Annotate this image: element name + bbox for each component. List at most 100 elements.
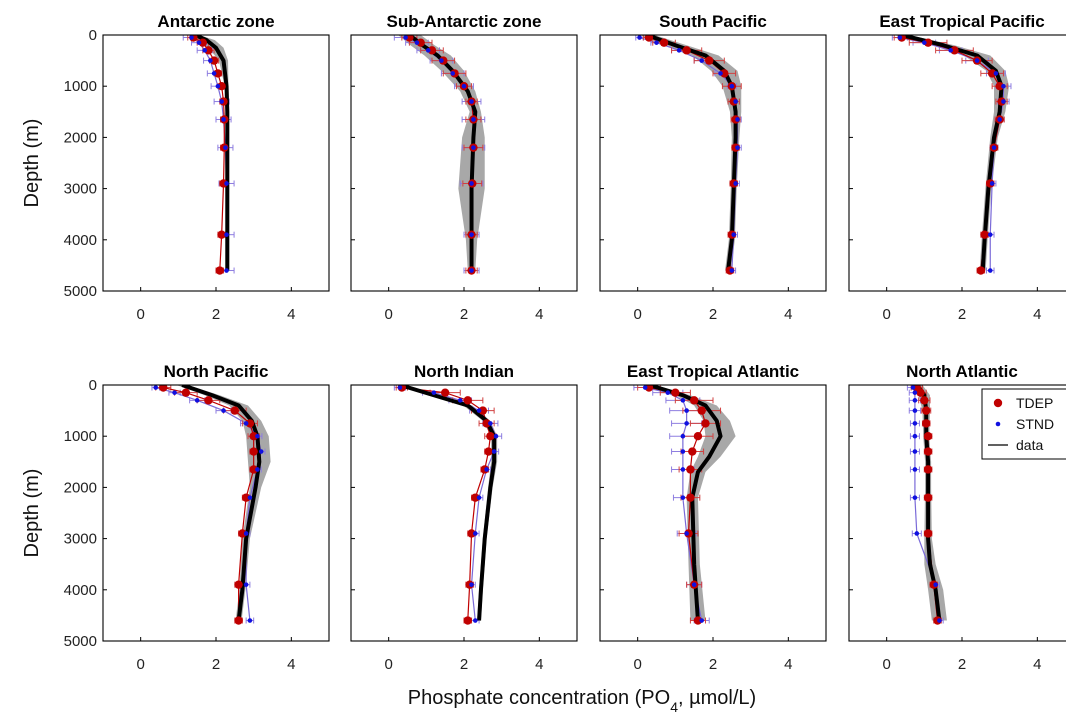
stnd-point: [897, 35, 903, 40]
tdep-point: [923, 447, 933, 456]
tdep-point: [980, 230, 989, 239]
tdep-point: [693, 616, 703, 625]
y-tick-label: 0: [89, 377, 97, 394]
tdep-point: [217, 82, 226, 91]
stnd-point: [224, 268, 229, 273]
plot-contents: [182, 35, 235, 275]
panel-title: South Pacific: [659, 12, 767, 31]
tdep-point: [923, 432, 933, 441]
tdep-point: [482, 419, 491, 428]
stnd-point: [680, 398, 686, 403]
tdep-point: [234, 616, 243, 625]
tdep-point: [230, 406, 240, 415]
stnd-point: [215, 83, 221, 89]
stnd-point: [211, 71, 217, 76]
stnd-point: [987, 268, 993, 273]
tdep-point: [478, 406, 488, 415]
stnd-point: [922, 40, 927, 45]
stnd-point: [914, 531, 920, 536]
tdep-point: [486, 432, 495, 441]
x-tick-label: 2: [460, 656, 468, 673]
stnd-point: [684, 421, 689, 426]
stnd-point: [729, 268, 735, 273]
tdep-point: [701, 419, 710, 428]
y-axis-label-bottom-row: Depth (m): [21, 469, 43, 558]
tdep-point: [463, 396, 472, 405]
x-axis-label-subscript: 4: [670, 699, 678, 715]
x-tick-label: 2: [958, 306, 966, 323]
chart-panel-2: Sub-Antarctic zone 0 2 4: [350, 12, 578, 323]
stnd-point: [208, 58, 213, 63]
stnd-point: [680, 433, 686, 439]
x-tick-label: 2: [709, 656, 717, 673]
tdep-point: [234, 580, 243, 589]
x-tick-label: 0: [136, 656, 144, 673]
stnd-point: [469, 232, 474, 237]
tdep-point: [923, 529, 933, 538]
tdep-point: [217, 230, 226, 239]
legend-label: data: [1016, 437, 1043, 453]
tdep-point: [688, 447, 697, 456]
stnd-point: [642, 385, 648, 390]
stnd-point: [731, 232, 737, 237]
stnd-point: [987, 232, 993, 237]
stnd-point: [403, 35, 408, 40]
stnd-point: [676, 48, 682, 53]
tdep-point: [922, 419, 931, 428]
x-axis-label-main: Phosphate concentration (PO: [408, 687, 670, 709]
x-tick-label: 0: [633, 306, 641, 323]
stnd-point: [912, 467, 918, 472]
tdep-point: [720, 69, 729, 78]
stnd-point: [224, 181, 229, 186]
stnd-point: [684, 408, 689, 413]
stnd-point: [258, 449, 264, 454]
tdep-point: [950, 46, 959, 55]
tdep-point: [923, 493, 933, 502]
stnd-point: [933, 582, 938, 587]
tdep-point: [659, 38, 669, 47]
tdep-point: [644, 35, 654, 42]
x-tick-label: 0: [882, 656, 890, 673]
tdep-point: [689, 396, 699, 405]
plot-contents: [635, 35, 742, 275]
x-tick-label: 0: [384, 656, 392, 673]
y-tick-label: 5000: [64, 283, 97, 300]
y-tick-label: 1000: [64, 78, 97, 95]
tdep-point: [440, 388, 450, 397]
legend-label: TDEP: [1016, 395, 1053, 411]
tdep-point: [215, 266, 224, 275]
stnd-point: [221, 117, 226, 122]
x-tick-label: 2: [212, 306, 220, 323]
plot-contents: [633, 385, 736, 625]
stnd-point: [247, 618, 253, 623]
tdep-point: [697, 406, 706, 415]
tdep-point: [463, 616, 472, 625]
stnd-point: [457, 398, 463, 403]
stnd-point: [733, 99, 738, 104]
tdep-point: [916, 388, 925, 397]
data-line: [399, 385, 497, 621]
y-axis-label-top-row: Depth (m): [21, 119, 43, 208]
stnd-point: [718, 71, 723, 76]
stnd-point: [991, 145, 997, 150]
stnd-point: [910, 385, 916, 390]
stnd-point: [699, 618, 704, 623]
stnd-point: [153, 385, 159, 390]
tdep-point: [995, 82, 1004, 91]
tdep-point: [920, 396, 929, 405]
stnd-point: [473, 531, 478, 536]
plot-contents: [906, 385, 947, 625]
stnd-point: [735, 145, 740, 150]
panel-title: North Pacific: [164, 362, 269, 381]
y-tick-label: 2000: [64, 479, 97, 496]
tdep-point: [686, 465, 695, 474]
x-axis-label-units: , µmol/L): [678, 687, 756, 709]
panel-title: North Indian: [414, 362, 514, 381]
plot-area: [351, 385, 577, 641]
x-tick-label: 0: [882, 306, 890, 323]
plot-area: [600, 35, 826, 291]
stnd-line: [645, 386, 703, 621]
tdep-point: [682, 46, 691, 55]
tdep-point: [467, 529, 476, 538]
stnd-point: [989, 181, 995, 186]
